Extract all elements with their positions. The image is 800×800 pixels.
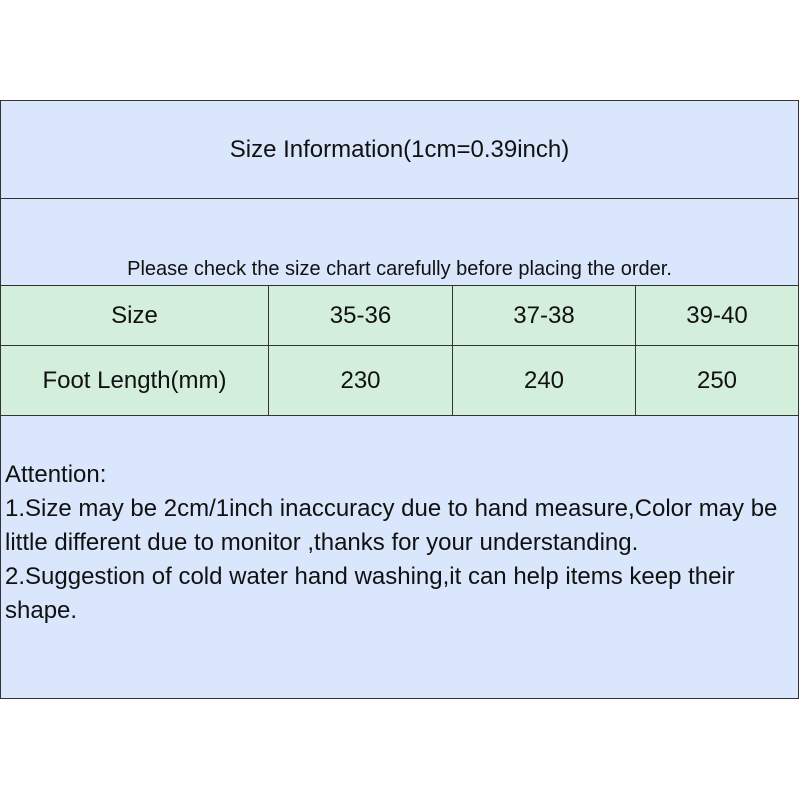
foot-length-cell: 250 [635,345,799,416]
size-chart-instruction: Please check the size chart carefully be… [0,198,799,286]
attention-notes: Attention: 1.Size may be 2cm/1inch inacc… [0,415,799,699]
foot-length-cell: 230 [268,345,453,416]
size-cell: 39-40 [635,285,799,346]
attention-item: 2.Suggestion of cold water hand washing,… [5,563,735,624]
instruction-text: Please check the size chart carefully be… [127,258,672,280]
size-header-cell: Size [0,285,269,346]
attention-heading: Attention: [5,461,107,488]
size-cell: 37-38 [452,285,636,346]
foot-length-header-cell: Foot Length(mm) [0,345,269,416]
attention-item: 1.Size may be 2cm/1inch inaccuracy due t… [5,495,778,556]
size-cell: 35-36 [268,285,453,346]
size-info-title: Size Information(1cm=0.39inch) [0,100,799,199]
foot-length-cell: 240 [452,345,636,416]
